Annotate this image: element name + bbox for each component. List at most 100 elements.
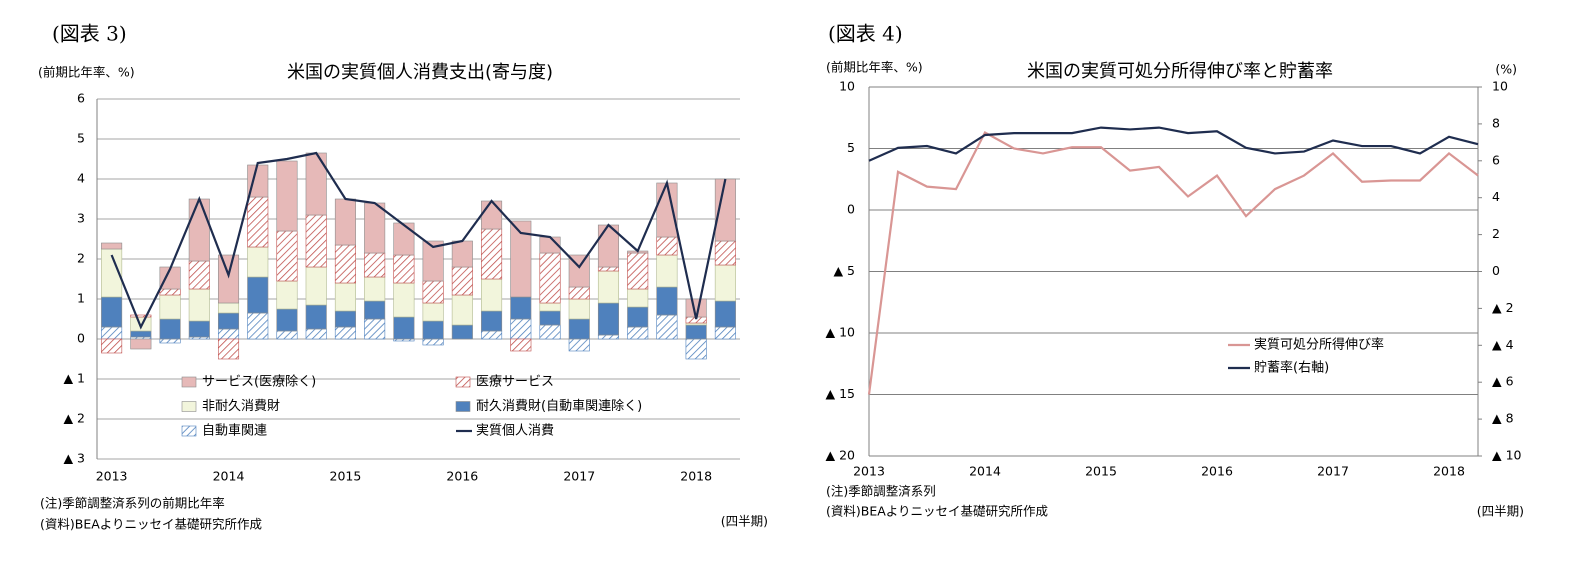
source: (資料)BEAよりニッセイ基礎研究所作成: [826, 504, 1048, 519]
y2-tick-label: 2: [1492, 226, 1500, 241]
bar-segment: [481, 228, 503, 280]
legend-label: サービス(医療除く): [202, 375, 316, 390]
legend-swatch: [455, 376, 471, 388]
bar-segment: [481, 310, 503, 332]
bar-segment: [393, 282, 415, 318]
bar-segment: [568, 338, 590, 352]
y-tick-label: 4: [77, 171, 85, 186]
chart-title: 米国の実質個人消費支出(寄与度): [287, 62, 553, 83]
line: [868, 126, 1479, 162]
bar-segment: [334, 282, 356, 312]
bar-segment: [130, 314, 152, 318]
bar-segment: [101, 326, 123, 340]
y2-tick-label: 6: [1492, 152, 1500, 167]
bar-segment: [364, 276, 386, 302]
legend-label: 非耐久消費財: [202, 399, 280, 414]
bar-segment: [481, 330, 503, 340]
bar-segment: [451, 240, 473, 268]
bar-segment: [422, 280, 444, 304]
legend-swatch: [181, 425, 197, 437]
bar-segment: [130, 338, 152, 350]
bar-segment: [247, 312, 269, 340]
bar-segment: [217, 254, 240, 304]
y-tick-label: ▲ 10: [826, 325, 856, 340]
note: (注)季節調整済系列の前期比年率: [40, 496, 225, 511]
bar-segment: [597, 302, 620, 336]
bar-segment: [510, 338, 532, 352]
bar-segment: [422, 302, 444, 322]
y-tick-label: ▲ 1: [63, 371, 85, 386]
bar-segment: [451, 266, 473, 296]
x-tick-label: 2015: [330, 469, 362, 484]
y2-tick-label: 0: [1492, 263, 1500, 278]
bar-segment: [276, 330, 298, 340]
bar-segment: [393, 316, 415, 340]
y-tick-label: 5: [77, 131, 85, 146]
bar-segment: [714, 300, 736, 328]
x-axis-unit: (四半期): [1477, 504, 1524, 519]
bar-segment: [188, 288, 210, 322]
bar-segment: [568, 318, 590, 340]
legend-label: 貯蓄率(右軸): [1254, 360, 1329, 376]
bar-segment: [714, 326, 736, 340]
bar-segment: [422, 320, 444, 340]
bar-segment: [656, 182, 678, 238]
bar-segment: [247, 196, 269, 248]
legend-swatch: [181, 401, 197, 412]
bar-segment: [510, 220, 532, 298]
bar-segment: [217, 338, 240, 360]
bar-segment: [247, 276, 269, 314]
source: (資料)BEAよりニッセイ基礎研究所作成: [40, 517, 262, 532]
x-tick-label: 2015: [1085, 464, 1117, 479]
bar-segment: [481, 278, 503, 312]
bar-segment: [364, 252, 386, 278]
bar-segment: [364, 300, 386, 320]
bar-segment: [334, 310, 356, 328]
bar-segment: [364, 202, 386, 254]
y-tick-label: ▲ 2: [63, 411, 85, 426]
bar-segment: [159, 288, 181, 296]
bar-segment: [276, 230, 298, 282]
bar-segment: [276, 280, 298, 310]
bar-segment: [305, 328, 327, 340]
y-tick-label: ▲ 15: [826, 386, 856, 401]
bar-segment: [685, 338, 707, 360]
bar-segment: [305, 304, 327, 330]
bar-segment: [159, 294, 181, 320]
bar-segment: [656, 314, 678, 340]
bar-segment: [159, 338, 181, 344]
bar-segment: [656, 254, 678, 288]
y-axis-unit: (前期比年率、%): [38, 65, 135, 80]
y2-tick-label: ▲ 8: [1492, 411, 1514, 426]
x-tick-label: 2018: [1433, 464, 1465, 479]
figure-label: (図表 3): [52, 22, 127, 46]
figure-label: (図表 4): [828, 22, 903, 46]
legend-swatch: [455, 401, 471, 412]
bar-segment: [364, 318, 386, 340]
bar-segment: [451, 294, 473, 326]
bar-segment: [101, 296, 123, 328]
legend-label: 医療サービス: [476, 375, 554, 390]
bar-segment: [539, 310, 561, 326]
bar-segment: [276, 308, 298, 332]
bar-segment: [393, 222, 415, 256]
x-tick-label: 2017: [1317, 464, 1349, 479]
y2-tick-label: 8: [1492, 115, 1500, 130]
y2-axis-unit: (%): [1495, 62, 1517, 77]
x-tick-label: 2013: [96, 469, 128, 484]
legend-label: 自動車関連: [202, 424, 267, 439]
legend-label: 耐久消費財(自動車関連除く): [476, 399, 642, 414]
bar-segment: [597, 334, 620, 340]
y-tick-label: 1: [77, 291, 85, 306]
bar-segment: [334, 244, 356, 284]
bar-segment: [305, 214, 327, 268]
bar-segment: [481, 200, 503, 230]
legend-swatch: [181, 376, 197, 388]
line: [867, 130, 1479, 395]
note: (注)季節調整済系列: [826, 484, 936, 499]
bar-segment: [451, 324, 473, 340]
bar-segment: [101, 242, 123, 250]
bar-segment: [422, 338, 444, 346]
y2-tick-label: ▲ 6: [1492, 374, 1514, 389]
